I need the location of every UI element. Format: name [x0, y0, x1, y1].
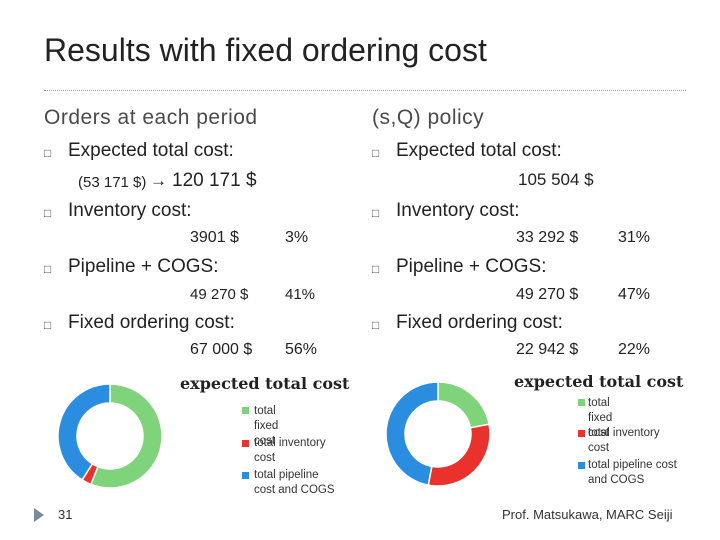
bullet-icon: □: [372, 206, 380, 220]
right-pipeline-pct: 47%: [618, 286, 651, 303]
legend-label-pipeline: total pipeline cost and COGS: [588, 459, 677, 486]
legend-label-fixed: total fixed cost: [588, 397, 613, 439]
bullet-icon: □: [44, 146, 52, 160]
right-expected-label: Expected total cost:: [396, 140, 562, 161]
left-expected-label: Expected total cost:: [68, 140, 234, 161]
right-pipeline-label: Pipeline + COGS:: [396, 256, 547, 277]
left-fixed-pct: 56%: [285, 341, 318, 358]
legend-swatch-fixed: [578, 399, 585, 406]
legend-swatch-pipeline: [578, 462, 585, 469]
right-inventory-value: 33 292 $: [516, 229, 579, 246]
page-marker-icon: [34, 508, 44, 522]
legend-swatch-pipeline: [242, 472, 249, 479]
right-expected-value: 105 504 $: [518, 170, 594, 189]
slice-pipeline: [58, 383, 111, 481]
right-fixed-value: 22 942 $: [516, 341, 579, 358]
slice-fixed: [89, 383, 163, 489]
left-heading: Orders at each period: [44, 106, 258, 129]
right-heading: (s,Q) policy: [372, 106, 485, 129]
donut-chart-left: [58, 383, 163, 489]
left-inventory-label: Inventory cost:: [68, 200, 192, 221]
right-fixed-pct: 22%: [618, 341, 651, 358]
legend-label-pipeline: total pipeline cost and COGS: [254, 469, 335, 496]
right-inventory-pct: 31%: [618, 229, 651, 246]
arrow-icon: →: [150, 171, 167, 190]
left-expected-prev: (53 171 $): [78, 174, 147, 191]
left-expected-value: 120 171 $: [172, 170, 257, 191]
left-pipeline-value: 49 270 $: [190, 286, 249, 303]
legend-label-fixed: total fixed cost: [254, 405, 279, 447]
left-pipeline-pct: 41%: [285, 286, 316, 303]
left-inventory-value: 3901 $: [190, 229, 239, 246]
donut-chart-right: [386, 381, 491, 487]
slice-pipeline: [386, 381, 439, 486]
page-number: 31: [58, 507, 73, 522]
bullet-icon: □: [372, 146, 380, 160]
chart-title: expected total cost: [514, 372, 684, 391]
chart-right: expected total cost total fixed cost tot…: [380, 366, 700, 496]
left-inventory-pct: 3%: [285, 229, 309, 246]
slice-inventory: [427, 423, 491, 487]
right-inventory-label: Inventory cost:: [396, 200, 520, 221]
legend-swatch-inventory: [242, 440, 249, 447]
right-pipeline-value: 49 270 $: [516, 286, 579, 303]
slide-title: Results with fixed ordering cost: [44, 32, 487, 68]
bullet-icon: □: [372, 318, 380, 332]
bullet-icon: □: [44, 206, 52, 220]
chart-left: expected total cost total fixed cost tot…: [52, 368, 352, 498]
legend-swatch-inventory: [578, 430, 585, 437]
right-fixed-label: Fixed ordering cost:: [396, 312, 563, 333]
slice-fixed: [437, 381, 490, 429]
left-fixed-label: Fixed ordering cost:: [68, 312, 235, 333]
bullet-icon: □: [44, 262, 52, 276]
legend-label-inventory: total inventory cost: [588, 427, 660, 454]
bullet-icon: □: [44, 318, 52, 332]
legend-label-inventory: total inventory cost: [254, 437, 326, 464]
title-divider: [44, 90, 686, 91]
legend-swatch-fixed: [242, 407, 249, 414]
footer-credit: Prof. Matsukawa, MARC Seiji: [502, 507, 673, 522]
left-fixed-value: 67 000 $: [190, 341, 253, 358]
bullet-icon: □: [372, 262, 380, 276]
left-pipeline-label: Pipeline + COGS:: [68, 256, 219, 277]
chart-title: expected total cost: [180, 374, 350, 393]
